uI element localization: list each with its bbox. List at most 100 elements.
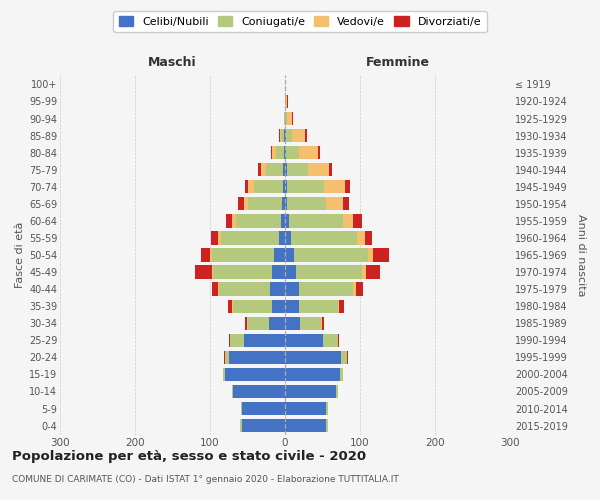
Bar [276, 146, 284, 160]
Bar [321, 316, 322, 330]
Bar [337, 300, 339, 313]
Bar [279, 232, 285, 244]
Bar [340, 368, 343, 381]
Bar [336, 385, 337, 398]
Bar [228, 300, 232, 313]
Legend: Celibi/Nubili, Coniugati/e, Vedovi/e, Divorziati/e: Celibi/Nubili, Coniugati/e, Vedovi/e, Di… [113, 10, 487, 32]
Bar [235, 214, 281, 228]
Bar [285, 419, 326, 432]
Bar [229, 334, 230, 347]
Text: Maschi: Maschi [148, 56, 197, 69]
Bar [218, 282, 219, 296]
Bar [210, 248, 212, 262]
Bar [341, 350, 347, 364]
Bar [241, 419, 285, 432]
Bar [286, 129, 292, 142]
Bar [271, 266, 285, 278]
Bar [229, 350, 285, 364]
Bar [362, 266, 366, 278]
Bar [367, 248, 373, 262]
Bar [248, 316, 269, 330]
Bar [299, 146, 318, 160]
Bar [266, 163, 283, 176]
Bar [241, 402, 285, 415]
Y-axis label: Fasce di età: Fasce di età [14, 222, 25, 288]
Bar [248, 197, 282, 210]
Bar [289, 214, 343, 228]
Bar [324, 180, 345, 194]
Bar [285, 214, 289, 228]
Bar [284, 129, 285, 142]
Bar [287, 95, 288, 108]
Text: COMUNE DI CARIMATE (CO) - Dati ISTAT 1° gennaio 2020 - Elaborazione TUTTITALIA.I: COMUNE DI CARIMATE (CO) - Dati ISTAT 1° … [12, 475, 399, 484]
Bar [225, 350, 229, 364]
Bar [274, 248, 285, 262]
Bar [245, 180, 248, 194]
Bar [285, 316, 300, 330]
Bar [337, 334, 339, 347]
Bar [248, 180, 254, 194]
Bar [343, 214, 353, 228]
Bar [281, 214, 285, 228]
Bar [279, 129, 280, 142]
Bar [286, 95, 287, 108]
Bar [226, 214, 232, 228]
Bar [318, 146, 320, 160]
Bar [223, 368, 225, 381]
Bar [285, 334, 323, 347]
Bar [212, 266, 213, 278]
Bar [285, 180, 287, 194]
Bar [355, 282, 363, 296]
Bar [221, 232, 279, 244]
Bar [245, 316, 247, 330]
Bar [232, 300, 233, 313]
Bar [233, 300, 271, 313]
Bar [326, 402, 328, 415]
Bar [287, 163, 308, 176]
Bar [271, 146, 272, 160]
Bar [254, 180, 283, 194]
Bar [282, 197, 285, 210]
Bar [299, 282, 353, 296]
Bar [285, 300, 299, 313]
Bar [284, 112, 285, 125]
Bar [233, 385, 285, 398]
Bar [270, 282, 285, 296]
Bar [232, 214, 235, 228]
Bar [285, 282, 299, 296]
Bar [281, 129, 284, 142]
Bar [211, 232, 218, 244]
Bar [224, 350, 225, 364]
Bar [353, 282, 355, 296]
Bar [345, 180, 349, 194]
Bar [258, 163, 261, 176]
Text: Popolazione per età, sesso e stato civile - 2020: Popolazione per età, sesso e stato civil… [12, 450, 366, 463]
Bar [329, 163, 332, 176]
Bar [286, 146, 299, 160]
Bar [225, 368, 285, 381]
Bar [326, 197, 343, 210]
Bar [357, 232, 365, 244]
Bar [308, 163, 329, 176]
Bar [247, 316, 248, 330]
Bar [292, 129, 305, 142]
Bar [285, 163, 287, 176]
Bar [292, 112, 293, 125]
Bar [285, 248, 294, 262]
Bar [283, 163, 285, 176]
Bar [261, 163, 266, 176]
Bar [285, 350, 341, 364]
Bar [271, 300, 285, 313]
Bar [347, 350, 348, 364]
Bar [218, 232, 221, 244]
Bar [269, 316, 285, 330]
Bar [201, 248, 210, 262]
Bar [212, 282, 218, 296]
Bar [280, 129, 281, 142]
Bar [238, 197, 244, 210]
Bar [287, 112, 292, 125]
Bar [212, 248, 274, 262]
Bar [300, 316, 321, 330]
Bar [285, 368, 340, 381]
Bar [285, 402, 326, 415]
